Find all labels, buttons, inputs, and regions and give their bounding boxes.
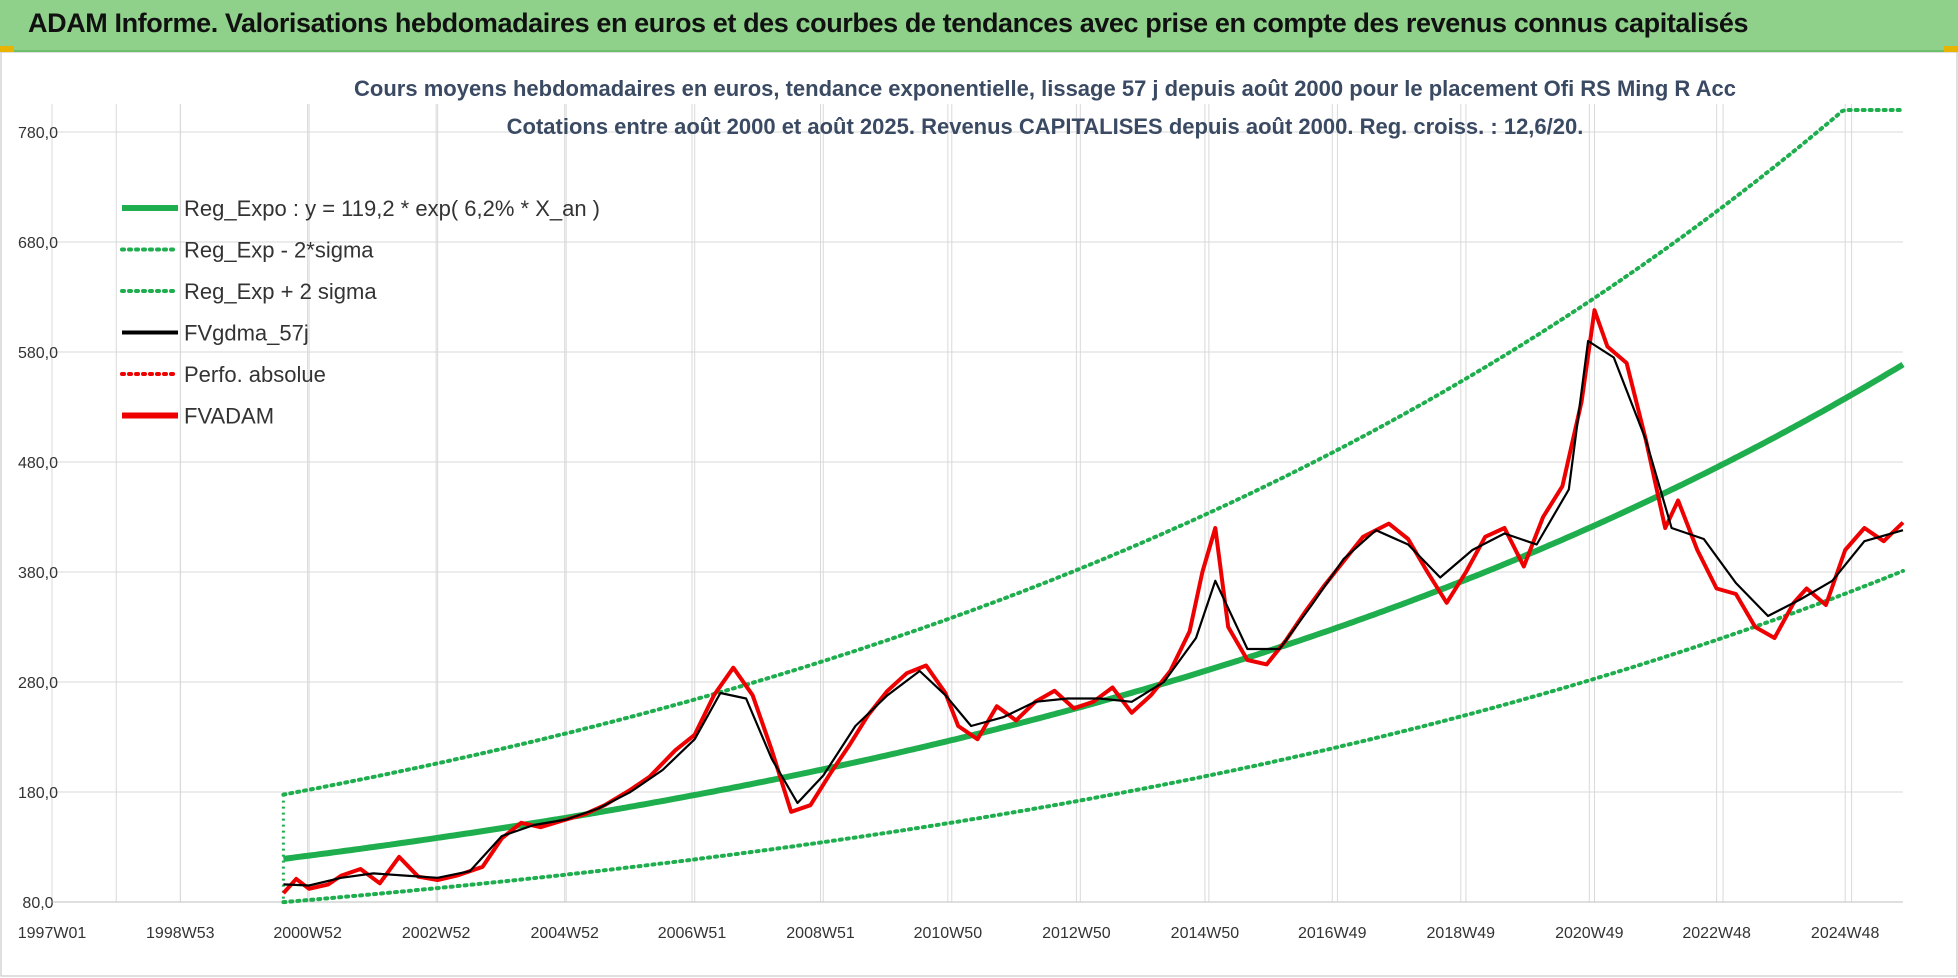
legend-label: Perfo. absolue <box>184 362 326 387</box>
legend-label: Reg_Expo : y = 119,2 * exp( 6,2% * X_an … <box>184 196 600 221</box>
series-reg-minus-2sigma <box>281 568 1905 905</box>
y-tick-label: 380,0 <box>18 565 58 582</box>
x-tick-label: 1998W53 <box>146 925 215 942</box>
legend-label: FVgdma_57j <box>184 321 309 346</box>
x-tick-label: 2004W52 <box>530 925 599 942</box>
x-tick-label: 2010W50 <box>914 925 983 942</box>
chart: Cours moyens hebdomadaires en euros, ten… <box>0 52 1958 977</box>
series-fvgdma-57j <box>283 339 1904 887</box>
y-tick-label: 280,0 <box>18 675 58 692</box>
legend-label: Reg_Exp - 2*sigma <box>184 238 374 263</box>
y-tick-label: 780,0 <box>18 125 58 142</box>
y-tick-label: 180,0 <box>18 785 58 802</box>
x-tick-label: 2000W52 <box>273 925 342 942</box>
chart-frame <box>0 52 1958 977</box>
x-tick-label: 2020W49 <box>1555 925 1624 942</box>
chart-title-line-2: Cotations entre août 2000 et août 2025. … <box>507 114 1584 139</box>
x-tick-label: 2008W51 <box>786 925 855 942</box>
y-tick-label: 580,0 <box>18 345 58 362</box>
corner-mark-left <box>0 46 14 52</box>
x-tick-label: 2002W52 <box>402 925 471 942</box>
series-fvadam <box>281 308 1905 895</box>
plot-area <box>281 108 1905 905</box>
y-tick-label: 80,0 <box>22 895 53 912</box>
x-tick-label: 2024W48 <box>1811 925 1880 942</box>
banner: ADAM Informe. Valorisations hebdomadaire… <box>0 0 1958 52</box>
axes: 80,0 180,0 280,0 380,0 480,0 580,0 680,0 780,0 1… <box>18 125 1903 942</box>
x-tick-label: 2018W49 <box>1427 925 1496 942</box>
x-tick-label: 2012W50 <box>1042 925 1111 942</box>
series-reg-expo <box>283 361 1905 862</box>
x-tick-label: 2022W48 <box>1682 925 1751 942</box>
chart-title: Cours moyens hebdomadaires en euros, ten… <box>354 76 1736 139</box>
series-reg-plus-2sigma <box>281 108 1905 797</box>
legend: Reg_Expo : y = 119,2 * exp( 6,2% * X_an … <box>120 196 600 429</box>
x-tick-label: 2014W50 <box>1171 925 1240 942</box>
x-tick-label: 1997W01 <box>18 925 87 942</box>
grid <box>0 52 1958 977</box>
x-tick-label: 2016W49 <box>1298 925 1367 942</box>
legend-label: Reg_Exp + 2 sigma <box>184 279 377 304</box>
x-tick-label: 2006W51 <box>658 925 727 942</box>
chart-title-line-1: Cours moyens hebdomadaires en euros, ten… <box>354 76 1736 101</box>
legend-label: FVADAM <box>184 404 274 429</box>
y-tick-label: 480,0 <box>18 455 58 472</box>
corner-mark-right <box>1944 46 1958 52</box>
banner-title: ADAM Informe. Valorisations hebdomadaire… <box>28 8 1749 38</box>
y-tick-label: 680,0 <box>18 235 58 252</box>
